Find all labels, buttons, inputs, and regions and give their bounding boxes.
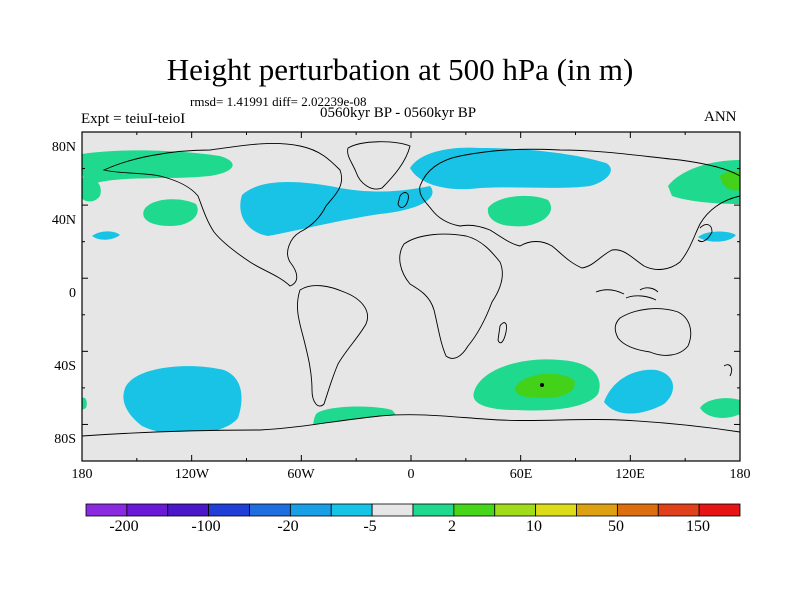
colorbar-swatch [576, 503, 618, 517]
stats-label: rmsd= 1.41991 diff= 2.02239e-08 [190, 94, 367, 109]
lon-tick-label: 120E [615, 467, 645, 482]
lon-tick-label: 60W [287, 467, 315, 482]
anomaly-positive-far-east [668, 160, 740, 204]
anomaly-strong-indian-ocean [515, 373, 575, 398]
colorbar-label: -100 [191, 518, 221, 535]
colorbar [85, 503, 741, 517]
lat-tick-label: 0 [69, 286, 76, 301]
lon-tick-label: 0 [407, 467, 415, 482]
colorbar-swatch [371, 503, 414, 517]
colorbar-swatch [330, 503, 373, 517]
colorbar-label: -20 [277, 518, 299, 535]
period-label: 0560kyr BP - 0560kyr BP [320, 105, 477, 121]
anomaly-negative-small-pacific [92, 231, 120, 240]
anomaly-negative-north-america [240, 182, 433, 236]
anomaly-positive-west-edge [82, 397, 87, 410]
experiment-label: Expt = teiuI-teioI [81, 111, 186, 127]
colorbar-swatch [85, 503, 128, 517]
lon-tick-label: 180 [729, 467, 751, 482]
anomaly-positive-arctic-west-tail [82, 177, 101, 202]
anomaly-negative-pacific-south [123, 366, 242, 435]
colorbar-swatch [657, 503, 700, 517]
colorbar-swatch [698, 503, 741, 517]
lat-tick-label: 40S [54, 359, 76, 374]
colorbar-swatch [249, 503, 291, 517]
axis-ticks [81, 131, 741, 462]
colorbar-swatch [535, 503, 577, 517]
anomaly-positive-arctic-west [82, 150, 233, 184]
colorbar-label: -5 [363, 518, 377, 535]
anomaly-negative-indian-south [604, 369, 674, 414]
lon-tick-label: 120W [174, 467, 210, 482]
colorbar-swatch [289, 503, 332, 517]
anomaly-negative-eurasia [410, 147, 611, 190]
anomaly-positive-southeast [700, 398, 740, 418]
colorbar-label: 50 [608, 518, 624, 535]
colorbar-swatch [126, 503, 169, 517]
map-title: Height perturbation at 500 hPa (in m) [166, 52, 634, 87]
colorbar-swatch [453, 503, 496, 517]
anomaly-minimum-marker [540, 383, 544, 387]
anomaly-positive-asia [487, 195, 552, 227]
lat-tick-label: 80S [54, 432, 76, 447]
coastlines [82, 141, 740, 461]
colorbar-label: -200 [109, 518, 139, 535]
colorbar-swatch [412, 503, 455, 517]
anomaly-positive-pacific-north [143, 199, 198, 226]
lat-tick-label: 40N [51, 213, 76, 228]
anomaly-strong-far-east [720, 170, 740, 191]
colorbar-swatch [167, 503, 210, 517]
colorbar-swatch [494, 503, 537, 517]
colorbar-label: 2 [448, 518, 456, 535]
lon-tick-label: 60E [509, 467, 533, 482]
colorbar-swatch [616, 503, 659, 517]
colorbar-label: 10 [526, 518, 542, 535]
lat-tick-label: 80N [51, 140, 76, 155]
colorbar-swatch [208, 503, 250, 517]
colorbar-label: 150 [686, 518, 710, 535]
season-label: ANN [704, 109, 737, 125]
anomaly-fields [82, 141, 740, 461]
lon-tick-label: 180 [71, 467, 93, 482]
